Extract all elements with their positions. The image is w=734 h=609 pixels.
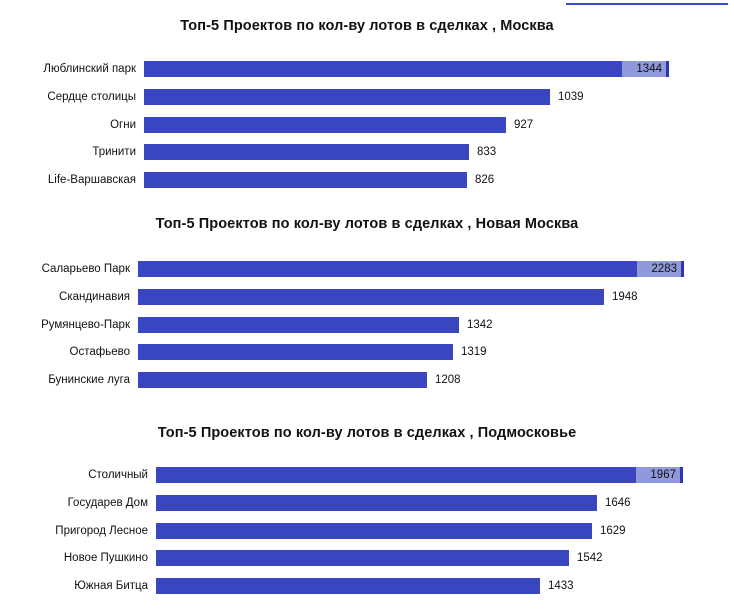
bar: [156, 495, 597, 511]
bar: [156, 523, 592, 539]
value-label: 1433: [548, 580, 574, 592]
value-label: 1948: [612, 291, 638, 303]
category-label: Сердце столицы: [47, 91, 136, 103]
bar: [138, 289, 604, 305]
bar-end-cap: [680, 467, 683, 483]
bar-row: Life-Варшавская 826: [0, 172, 734, 188]
bar-row: Саларьево Парк 2283: [0, 261, 734, 277]
bar: [156, 578, 540, 594]
value-label: 1039: [558, 91, 584, 103]
category-label: Тринити: [92, 146, 136, 158]
bar-row: Пригород Лесное 1629: [0, 523, 734, 539]
chart-title: Топ-5 Проектов по кол-ву лотов в сделках…: [180, 18, 554, 34]
bar: [144, 144, 469, 160]
category-label: Южная Битца: [74, 580, 148, 592]
category-label: Столичный: [88, 469, 148, 481]
value-label: 833: [477, 146, 497, 158]
bar: [156, 467, 683, 483]
category-label: Остафьево: [69, 346, 130, 358]
bar: [138, 261, 684, 277]
value-label: 1208: [435, 374, 461, 386]
bar: [144, 89, 550, 105]
category-label: Румянцево-Парк: [41, 319, 130, 331]
bar: [144, 117, 506, 133]
category-label: Life-Варшавская: [47, 174, 136, 186]
bar: [138, 317, 459, 333]
bar-row: Люблинский парк 1344: [0, 61, 734, 77]
value-label: 1344: [622, 61, 666, 77]
category-label: Огни: [110, 119, 136, 131]
chart-title: Топ-5 Проектов по кол-ву лотов в сделках…: [155, 216, 579, 232]
bar: [138, 372, 427, 388]
value-label: 826: [475, 174, 495, 186]
bar-row: Сердце столицы 1039: [0, 89, 734, 105]
category-label: Саларьево Парк: [41, 263, 130, 275]
bar-row: Столичный 1967: [0, 467, 734, 483]
bar-row: Новое Пушкино 1542: [0, 550, 734, 566]
bar-row: Остафьево 1319: [0, 344, 734, 360]
bar-row: Огни 927: [0, 117, 734, 133]
bar: [156, 550, 569, 566]
value-label: 1319: [461, 346, 487, 358]
bar-end-cap: [666, 61, 669, 77]
value-label: 1629: [600, 525, 626, 537]
category-label: Государев Дом: [67, 497, 148, 509]
bar-row: Скандинавия 1948: [0, 289, 734, 305]
category-label: Бунинские луга: [48, 374, 130, 386]
value-label: 1342: [467, 319, 493, 331]
value-label: 1646: [605, 497, 631, 509]
value-label: 2283: [637, 261, 681, 277]
category-label: Скандинавия: [59, 291, 130, 303]
value-label: 1542: [577, 552, 603, 564]
value-label: 927: [514, 119, 534, 131]
bar-row: Южная Битца 1433: [0, 578, 734, 594]
bar: [144, 61, 669, 77]
bar-row: Бунинские луга 1208: [0, 372, 734, 388]
category-label: Новое Пушкино: [63, 552, 148, 564]
chart-title: Топ-5 Проектов по кол-ву лотов в сделках…: [157, 425, 577, 441]
bar: [144, 172, 467, 188]
bar-end-cap: [681, 261, 684, 277]
category-label: Пригород Лесное: [55, 525, 148, 537]
value-label: 1967: [636, 467, 680, 483]
bar: [138, 344, 453, 360]
bar-row: Румянцево-Парк 1342: [0, 317, 734, 333]
bar-row: Тринити 833: [0, 144, 734, 160]
bar-row: Государев Дом 1646: [0, 495, 734, 511]
category-label: Люблинский парк: [43, 63, 136, 75]
top-accent-rule: [566, 3, 728, 5]
